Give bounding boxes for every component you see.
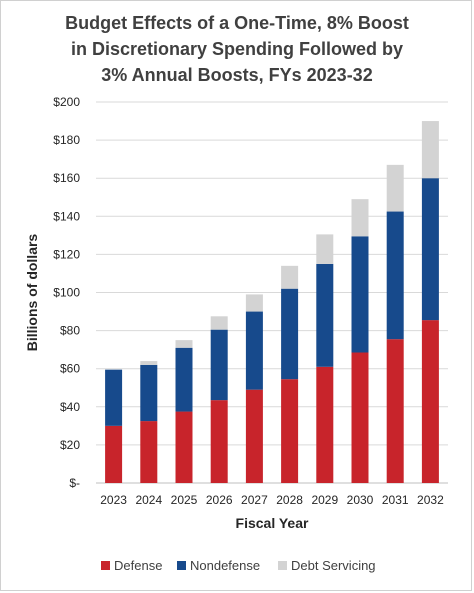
bar-nondefense-2030 <box>351 236 369 353</box>
y-tick-label: $- <box>69 476 80 490</box>
bar-debt-servicing-2027 <box>245 294 263 312</box>
bar-nondefense-2032 <box>421 178 439 321</box>
bar-debt-servicing-2032 <box>421 121 439 179</box>
bar-defense-2027 <box>245 389 263 483</box>
bar-nondefense-2023 <box>105 369 123 426</box>
bar-debt-servicing-2025 <box>175 340 193 348</box>
x-tick-label: 2025 <box>171 493 198 507</box>
chart-title: Budget Effects of a One-Time, 8% Boost i… <box>0 10 474 88</box>
y-axis-title: Billions of dollars <box>24 234 40 352</box>
legend-label-defense: Defense <box>114 558 162 573</box>
bars <box>105 121 439 483</box>
x-tick-label: 2032 <box>417 493 444 507</box>
legend-swatch-debt-servicing <box>278 561 287 570</box>
x-axis-title: Fiscal Year <box>236 515 309 531</box>
x-tick-label: 2027 <box>241 493 268 507</box>
legend-swatch-nondefense <box>177 561 186 570</box>
bar-nondefense-2029 <box>316 263 334 367</box>
bar-defense-2024 <box>140 421 158 483</box>
y-tick-label: $20 <box>60 438 80 452</box>
y-tick-label: $100 <box>53 286 80 300</box>
y-tick-label: $40 <box>60 400 80 414</box>
y-tick-label: $120 <box>53 247 80 261</box>
bar-nondefense-2026 <box>210 329 228 401</box>
y-tick-label: $180 <box>53 133 80 147</box>
legend-label-nondefense: Nondefense <box>190 558 260 573</box>
bar-defense-2025 <box>175 411 193 483</box>
bar-nondefense-2028 <box>281 288 299 380</box>
bar-defense-2026 <box>210 400 228 483</box>
bar-nondefense-2024 <box>140 364 158 422</box>
bar-debt-servicing-2026 <box>210 316 228 330</box>
bar-defense-2023 <box>105 425 123 483</box>
bar-defense-2029 <box>316 366 334 483</box>
legend: Defense Nondefense Debt Servicing <box>101 558 376 573</box>
legend-swatch-defense <box>101 561 110 570</box>
y-tick-label: $140 <box>53 209 80 223</box>
bar-defense-2031 <box>386 339 404 483</box>
x-tick-label: 2031 <box>382 493 409 507</box>
x-tick-label: 2030 <box>347 493 374 507</box>
x-tick-label: 2029 <box>311 493 338 507</box>
bar-nondefense-2025 <box>175 347 193 412</box>
y-axis-tick-labels: $- $20 $40 $60 $80 $100 $120 $140 $160 $180 $200 <box>53 95 80 490</box>
chart-title-line-1: Budget Effects of a One-Time, 8% Boost <box>65 13 409 33</box>
x-tick-label: 2026 <box>206 493 233 507</box>
x-tick-label: 2028 <box>276 493 303 507</box>
bar-debt-servicing-2030 <box>351 199 369 237</box>
chart-title-line-3: 3% Annual Boosts, FYs 2023-32 <box>101 65 373 85</box>
y-tick-label: $200 <box>53 95 80 109</box>
bar-nondefense-2027 <box>245 311 263 390</box>
y-tick-label: $80 <box>60 324 80 338</box>
x-tick-label: 2023 <box>100 493 127 507</box>
bar-nondefense-2031 <box>386 211 404 340</box>
bar-debt-servicing-2028 <box>281 265 299 289</box>
bar-debt-servicing-2031 <box>386 164 404 212</box>
legend-label-debt-servicing: Debt Servicing <box>291 558 376 573</box>
x-axis-tick-labels: 2023 2024 2025 2026 2027 2028 2029 2030 2031 2032 <box>100 493 444 507</box>
chart-title-line-2: in Discretionary Spending Followed by <box>70 39 404 59</box>
y-tick-label: $160 <box>53 171 80 185</box>
x-tick-label: 2024 <box>135 493 162 507</box>
bar-debt-servicing-2024 <box>140 361 158 365</box>
bar-defense-2030 <box>351 352 369 483</box>
y-tick-label: $60 <box>60 362 80 376</box>
bar-debt-servicing-2029 <box>316 234 334 264</box>
bar-defense-2032 <box>421 320 439 483</box>
bar-defense-2028 <box>281 379 299 483</box>
